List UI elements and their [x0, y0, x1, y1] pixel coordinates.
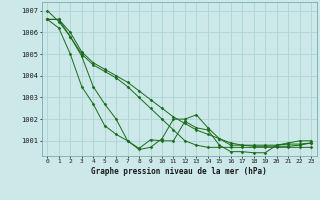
X-axis label: Graphe pression niveau de la mer (hPa): Graphe pression niveau de la mer (hPa): [91, 167, 267, 176]
